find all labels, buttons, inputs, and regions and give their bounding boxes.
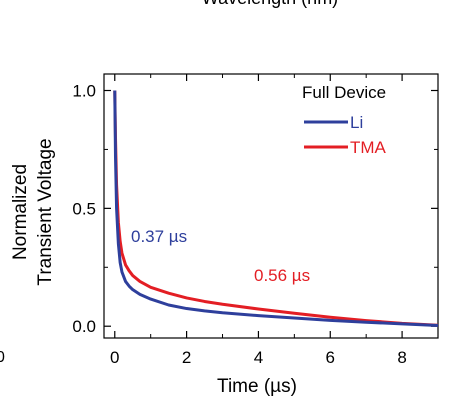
x-tick-label: 0 xyxy=(110,348,119,367)
y-tick-label: 1.0 xyxy=(72,82,96,101)
y-axis-label-line2: Transient Voltage xyxy=(35,138,56,285)
y-axis-label-line1: Normalized xyxy=(10,164,31,260)
y-tick-label: 0.5 xyxy=(72,199,96,218)
legend-label-li: Li xyxy=(350,113,363,132)
x-axis-label: Time (µs) xyxy=(217,376,297,397)
legend: Full Device Li TMA xyxy=(302,83,387,157)
series-line-tma xyxy=(113,90,439,327)
data-series xyxy=(113,90,439,328)
series-line-li xyxy=(113,90,439,328)
y-tick-label: 0.0 xyxy=(72,317,96,336)
annotation-tma-lifetime: 0.56 µs xyxy=(254,266,310,285)
axis-ticks: 0 2 4 6 8 0.0 0.5 1.0 xyxy=(72,74,438,367)
x-tick-label: 8 xyxy=(397,348,406,367)
top-cutoff-text: Wavelength (nm) xyxy=(202,0,338,8)
annotation-li-lifetime: 0.37 µs xyxy=(131,227,187,246)
x-tick-label: 6 xyxy=(326,348,335,367)
legend-title: Full Device xyxy=(302,83,386,102)
legend-label-tma: TMA xyxy=(350,138,387,157)
x-tick-label: 4 xyxy=(254,348,263,367)
x-tick-label: 2 xyxy=(182,348,191,367)
plot-frame xyxy=(103,73,439,339)
left-edge-tick-label: 0 xyxy=(0,349,5,366)
